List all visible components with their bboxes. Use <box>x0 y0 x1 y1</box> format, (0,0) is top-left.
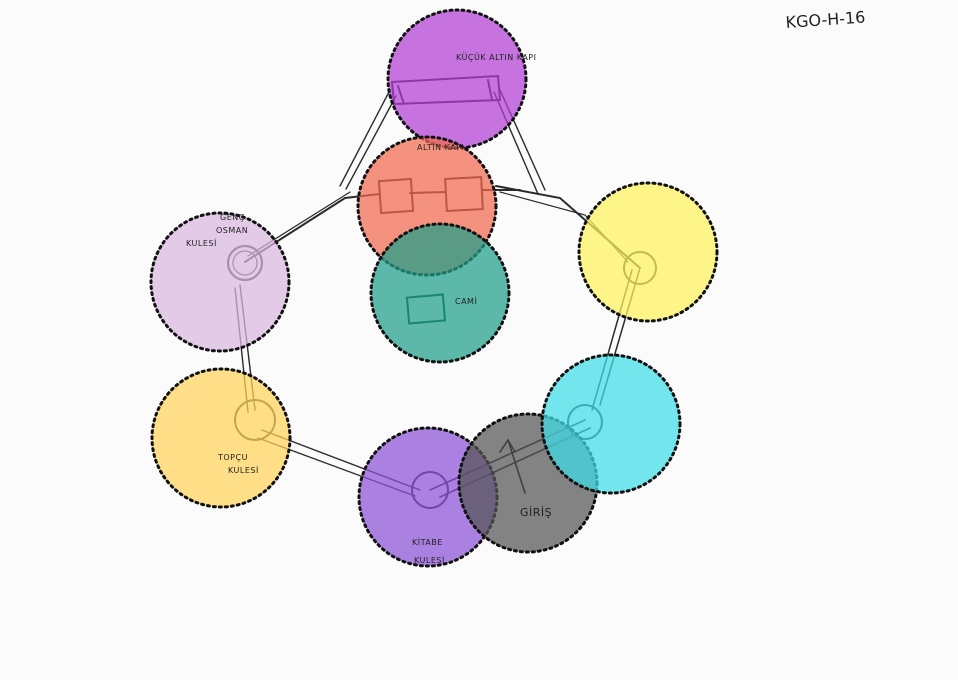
zone-cami <box>369 222 511 364</box>
label-giris: GİRİŞ <box>520 506 552 519</box>
sheet-code: KGO-H-16 <box>785 7 866 32</box>
label-topcu-2: KULESİ <box>228 465 259 475</box>
label-kitabe-1: KİTABE <box>412 537 443 547</box>
label-genc-osman-3: KULESİ <box>186 238 217 248</box>
label-altin-kapi: ALTIN KAPI <box>417 143 464 152</box>
label-kitabe-2: KULESİ <box>414 555 445 565</box>
wall-to-small-gate-left <box>339 89 397 190</box>
zone-genc-osman-kulesi <box>149 211 291 353</box>
zone-layer <box>149 8 719 568</box>
label-kucuk-altin-kapi: KÜÇÜK ALTIN KAPI <box>456 52 536 62</box>
label-cami: CAMİ <box>455 296 477 306</box>
zone-kucuk-altin-kapi <box>386 8 528 150</box>
label-layer: KÜÇÜK ALTIN KAPI ALTIN KAPI CAMİ GENÇ OS… <box>186 52 552 565</box>
zone-south-east-tower <box>540 353 682 495</box>
zone-topcu-kulesi <box>150 367 292 509</box>
label-topcu-1: TOPÇU <box>217 453 248 462</box>
label-genc-osman-1: GENÇ <box>220 213 245 222</box>
label-genc-osman-2: OSMAN <box>216 226 248 235</box>
zone-east-tower <box>577 181 719 323</box>
